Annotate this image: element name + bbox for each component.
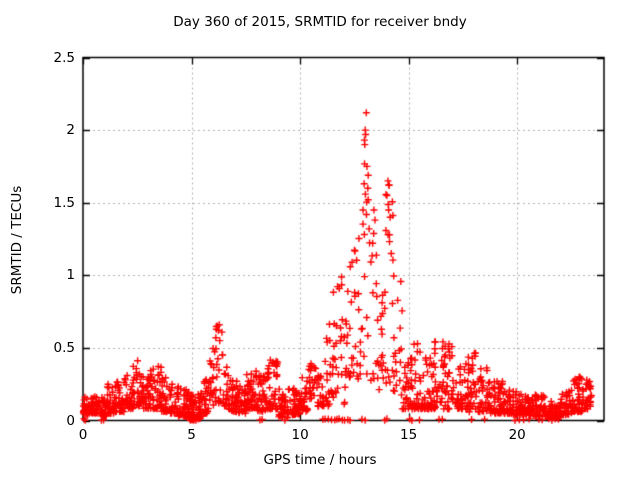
- y-tick-label: 0: [66, 412, 75, 429]
- x-tick-label: 20: [508, 427, 526, 443]
- y-tick-label: 0.5: [53, 339, 75, 356]
- x-tick-label: 10: [291, 427, 309, 443]
- y-tick-label: 2: [66, 122, 75, 139]
- x-axis-label: GPS time / hours: [263, 452, 377, 468]
- y-tick-label: 1.5: [53, 194, 75, 211]
- x-tick-label: 0: [78, 427, 88, 443]
- y-tick-label: 1: [66, 267, 75, 284]
- y-tick-label: 2.5: [53, 49, 75, 66]
- x-tick-label: 5: [187, 427, 196, 443]
- chart-title: Day 360 of 2015, SRMTID for receiver bnd…: [173, 14, 467, 30]
- x-tick-label: 15: [400, 427, 418, 443]
- y-axis-label: SRMTID / TECUs: [9, 185, 25, 295]
